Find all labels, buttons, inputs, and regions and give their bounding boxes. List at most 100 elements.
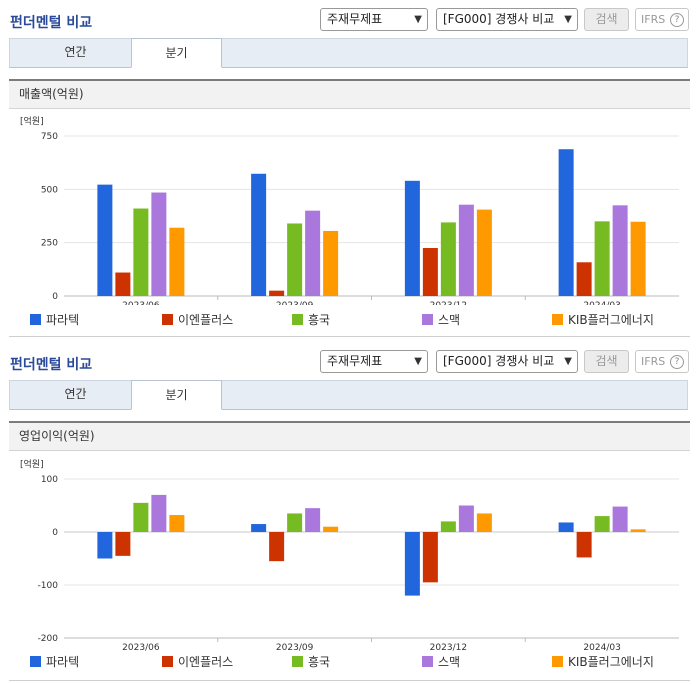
bar[interactable] [323, 230, 339, 296]
ifrs-button[interactable]: IFRS ? [635, 350, 689, 373]
legend-item[interactable]: 스맥 [422, 655, 460, 669]
bar[interactable] [151, 192, 167, 296]
bar[interactable] [476, 209, 492, 296]
bar[interactable] [323, 526, 339, 532]
bar[interactable] [269, 532, 285, 562]
legend-item[interactable]: 흥국 [292, 655, 330, 669]
y-unit-label: [억원] [20, 458, 44, 470]
y-tick-label: 0 [52, 292, 58, 302]
bar[interactable] [169, 515, 185, 532]
bar[interactable] [422, 532, 438, 583]
x-tick-label: 2023/09 [276, 643, 314, 652]
statement-select-value: 주재무제표 [327, 354, 383, 368]
legend-item[interactable]: 이엔플러스 [162, 313, 233, 327]
bar[interactable] [458, 505, 474, 533]
bar[interactable] [476, 513, 492, 532]
legend-item[interactable]: KIB플러그에너지 [552, 313, 654, 327]
legend-item[interactable]: KIB플러그에너지 [552, 655, 654, 669]
legend-label: KIB플러그에너지 [568, 655, 654, 669]
legend-item[interactable]: 파라텍 [30, 655, 79, 669]
bar[interactable] [269, 290, 285, 296]
ifrs-button[interactable]: IFRS ? [635, 8, 689, 31]
legend-label: 파라텍 [46, 655, 80, 669]
bar[interactable] [169, 227, 185, 296]
panel-header: 펀더멘털 비교 주재무제표 ▼ [FG000] 경쟁사 비교 ▼ 검색 IFRS… [0, 342, 696, 380]
tab-annual[interactable]: 연간 [64, 387, 87, 401]
legend-swatch [162, 314, 173, 325]
bar[interactable] [576, 262, 592, 296]
ifrs-label: IFRS [641, 355, 666, 368]
chevron-down-icon: ▼ [564, 356, 572, 367]
legend-label: 이엔플러스 [178, 313, 234, 327]
bar[interactable] [630, 529, 646, 532]
compare-select[interactable]: [FG000] 경쟁사 비교 ▼ [436, 8, 578, 31]
bar[interactable] [558, 522, 574, 532]
bar[interactable] [594, 516, 610, 532]
divider [9, 680, 690, 681]
bar[interactable] [97, 532, 113, 559]
legend-label: KIB플러그에너지 [568, 313, 654, 327]
section-title: 매출액(억원) [9, 79, 690, 109]
tab-quarterly[interactable]: 분기 [131, 38, 222, 68]
bar[interactable] [458, 204, 474, 296]
bar[interactable] [404, 180, 420, 296]
bar[interactable] [151, 494, 167, 532]
bar[interactable] [558, 149, 574, 296]
bar[interactable] [612, 205, 628, 296]
bar[interactable] [251, 173, 267, 296]
bar[interactable] [115, 272, 131, 296]
bar[interactable] [97, 184, 113, 296]
y-unit-label: [억원] [20, 115, 44, 127]
panel-title: 펀더멘털 비교 [10, 357, 93, 373]
compare-select[interactable]: [FG000] 경쟁사 비교 ▼ [436, 350, 578, 373]
chevron-down-icon: ▼ [414, 14, 422, 25]
bar[interactable] [594, 221, 610, 296]
bar[interactable] [287, 223, 303, 296]
legend-swatch [30, 314, 41, 325]
x-tick-label: 2024/03 [583, 643, 620, 652]
legend-label: 스맥 [438, 655, 461, 669]
search-button[interactable]: 검색 [584, 350, 629, 373]
x-tick-label: 2023/06 [122, 643, 160, 652]
bar[interactable] [133, 208, 149, 296]
x-tick-label: 2023/06 [122, 301, 160, 305]
statement-select[interactable]: 주재무제표 ▼ [320, 8, 428, 31]
compare-select-value: [FG000] 경쟁사 비교 [443, 12, 555, 26]
legend-label: 이엔플러스 [178, 655, 234, 669]
help-icon[interactable]: ? [670, 13, 684, 27]
bar[interactable] [630, 221, 646, 296]
compare-select-value: [FG000] 경쟁사 비교 [443, 354, 555, 368]
tab-annual[interactable]: 연간 [64, 45, 87, 59]
bar[interactable] [404, 532, 420, 596]
search-button[interactable]: 검색 [584, 8, 629, 31]
bar[interactable] [305, 508, 321, 532]
legend-swatch [552, 314, 563, 325]
bar[interactable] [305, 210, 321, 296]
period-tabs: 연간 분기 [9, 38, 688, 68]
statement-select-value: 주재무제표 [327, 12, 383, 26]
bar[interactable] [251, 524, 267, 532]
bar[interactable] [133, 502, 149, 532]
y-tick-label: 250 [41, 239, 58, 249]
bar[interactable] [287, 513, 303, 532]
statement-select[interactable]: 주재무제표 ▼ [320, 350, 428, 373]
chevron-down-icon: ▼ [564, 14, 572, 25]
legend-item[interactable]: 파라텍 [30, 313, 79, 327]
bar[interactable] [576, 532, 592, 558]
bar[interactable] [422, 248, 438, 296]
legend-item[interactable]: 이엔플러스 [162, 655, 233, 669]
help-icon[interactable]: ? [670, 355, 684, 369]
legend-swatch [552, 656, 563, 667]
legend-swatch [422, 656, 433, 667]
y-tick-label: 100 [41, 475, 58, 485]
legend-item[interactable]: 스맥 [422, 313, 460, 327]
bar[interactable] [115, 532, 131, 556]
ifrs-label: IFRS [641, 13, 666, 26]
bar[interactable] [612, 506, 628, 532]
legend-item[interactable]: 흥국 [292, 313, 330, 327]
bar[interactable] [440, 521, 456, 532]
fundamental-panel-revenue: 펀더멘털 비교 주재무제표 ▼ [FG000] 경쟁사 비교 ▼ 검색 IFRS… [0, 0, 696, 340]
bar[interactable] [440, 222, 456, 296]
y-tick-label: -100 [38, 581, 59, 591]
tab-quarterly[interactable]: 분기 [131, 380, 222, 410]
